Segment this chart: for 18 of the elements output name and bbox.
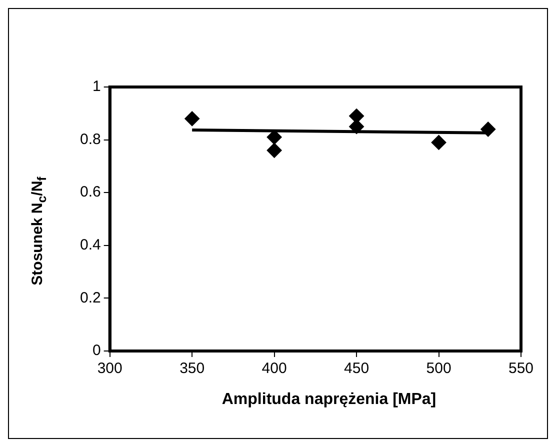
- point: [431, 134, 446, 150]
- x-axis-title: Amplituda naprężenia [MPa]: [220, 391, 438, 409]
- x-tick-label: 350: [180, 360, 205, 378]
- x-tick-label: 550: [508, 360, 534, 378]
- y-tick-label: 0.8: [80, 130, 101, 148]
- y-tick-label: 0.6: [80, 184, 101, 201]
- x-tick-label: 400: [262, 360, 287, 378]
- point: [349, 119, 364, 134]
- y-tick-label: 0.4: [80, 236, 101, 254]
- y-tick-label: 1: [92, 78, 101, 96]
- y-tick-label: 0.2: [80, 289, 101, 306]
- point: [266, 142, 282, 158]
- x-tick-label: 500: [426, 360, 452, 378]
- point: [480, 122, 496, 137]
- x-tick-label: 300: [97, 360, 122, 378]
- y-tick-label: 0: [92, 342, 101, 360]
- x-tick-label: 450: [344, 360, 370, 378]
- point: [184, 111, 200, 126]
